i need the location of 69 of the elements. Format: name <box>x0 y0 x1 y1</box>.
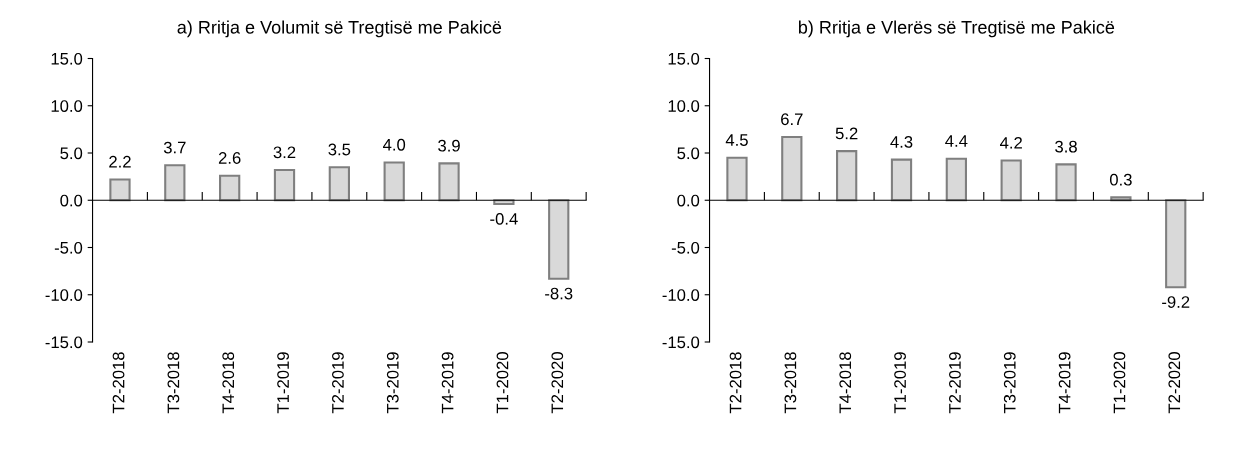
data-label: 2.2 <box>109 155 131 168</box>
data-label: 5.2 <box>835 127 858 140</box>
data-label: 4.4 <box>945 135 968 147</box>
y-tick-label: -15.0 <box>662 336 700 349</box>
x-tick-label: T2-2018 <box>112 352 125 414</box>
y-tick-label: 5.0 <box>677 147 700 160</box>
data-label: -9.2 <box>1162 296 1190 308</box>
bar <box>726 156 748 202</box>
x-tick-label: T3-2018 <box>167 352 180 414</box>
data-label: 4.3 <box>890 136 913 148</box>
data-label: -0.4 <box>490 212 518 225</box>
y-tick-label: 10.0 <box>51 100 83 112</box>
bar <box>548 199 570 280</box>
data-label: 6.7 <box>781 113 803 126</box>
chart-title: b) Rritja e Vlerës së Tregtisë me Pakicë <box>798 20 1115 38</box>
data-label: 3.8 <box>1055 140 1077 153</box>
y-tick-label: -10.0 <box>662 289 700 301</box>
x-tick-label: T3-2019 <box>386 352 399 414</box>
x-tick-label: T1-2019 <box>277 352 289 414</box>
x-tick-label: T3-2019 <box>1003 352 1016 414</box>
bar <box>1165 199 1187 289</box>
x-tick-label: T4-2019 <box>1058 352 1071 414</box>
bar <box>438 162 460 202</box>
data-label: 4.5 <box>725 134 748 146</box>
y-tick-label: 0.0 <box>677 194 700 207</box>
y-tick-label: 10.0 <box>668 100 700 112</box>
data-label: 0.3 <box>1109 173 1132 186</box>
y-tick-label: 5.0 <box>60 147 83 160</box>
data-label: 2.6 <box>218 152 241 164</box>
x-tick-label: T2-2019 <box>332 352 344 414</box>
chart-title: a) Rritja e Volumit së Tregtisë me Pakicë <box>177 20 502 38</box>
bar <box>273 168 296 202</box>
bar <box>109 178 131 202</box>
bar <box>890 158 913 202</box>
x-tick-label: T4-2019 <box>441 352 454 414</box>
data-label: 4.0 <box>382 138 406 151</box>
data-label: 3.2 <box>273 146 296 159</box>
bar <box>164 164 186 202</box>
bar <box>493 199 515 206</box>
data-label: -8.3 <box>545 287 573 300</box>
x-tick-label: T2-2018 <box>729 352 742 414</box>
x-tick-label: T1-2020 <box>1113 352 1126 414</box>
bar <box>328 166 350 202</box>
y-tick-label: -5.0 <box>54 241 83 254</box>
y-tick-label: 15.0 <box>668 52 700 65</box>
y-tick-label: -15.0 <box>45 336 83 349</box>
bar <box>219 174 241 202</box>
x-tick-label: T4-2018 <box>222 352 235 414</box>
data-label: 3.5 <box>328 143 351 156</box>
x-tick-label: T1-2020 <box>496 352 509 414</box>
x-tick-label: T4-2018 <box>839 352 852 414</box>
bar <box>836 150 858 202</box>
y-tick-label: 0.0 <box>60 194 83 207</box>
bar <box>383 161 405 202</box>
bar <box>781 135 803 202</box>
data-label: 3.7 <box>163 141 186 154</box>
y-tick-label: 15.0 <box>51 52 83 65</box>
x-tick-label: T2-2020 <box>1168 352 1181 414</box>
bar <box>945 157 967 202</box>
x-tick-label: T2-2020 <box>551 352 564 414</box>
bar <box>1000 159 1022 202</box>
x-tick-label: T1-2019 <box>894 352 906 414</box>
y-tick-label: -10.0 <box>45 289 83 301</box>
data-label: 4.2 <box>999 136 1022 149</box>
y-tick-label: -5.0 <box>671 241 700 254</box>
bar <box>1055 163 1077 202</box>
x-tick-label: T2-2019 <box>949 352 961 414</box>
x-tick-label: T3-2018 <box>784 352 797 414</box>
data-label: 3.9 <box>438 139 460 152</box>
